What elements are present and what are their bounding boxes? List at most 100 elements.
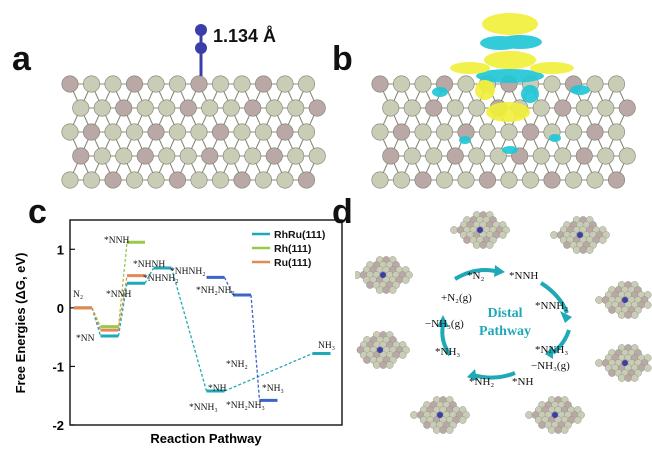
ru-atom: [136, 147, 154, 165]
surface-atom: [560, 426, 569, 434]
ru-atom: [104, 171, 122, 189]
legend-label: Rh(111): [274, 243, 311, 255]
series-2: [74, 274, 145, 332]
rh-atom: [425, 147, 443, 165]
rh-atom: [136, 99, 154, 117]
cycle-label-nh2: *NH₂: [469, 376, 494, 388]
rh-atom: [392, 75, 410, 93]
surface-atom: [439, 426, 447, 434]
connector: [223, 277, 234, 296]
surface-atom: [547, 426, 556, 434]
cycle-label-nnh: *NNH: [509, 270, 538, 282]
surface-clusters: [355, 211, 652, 434]
state-label: *NHNH₂: [143, 274, 179, 284]
adsorbate-cluster: [525, 396, 585, 434]
panel-letter-a: a: [12, 40, 31, 78]
cycle-label-minus-nh3-right: −NH₃(g): [531, 360, 570, 372]
rh-atom: [468, 99, 486, 117]
nitrogen-adsorbate: [437, 412, 443, 418]
rh-atom: [93, 147, 111, 165]
surface-atom: [388, 286, 397, 294]
surface-atom: [525, 411, 533, 419]
surface-atom: [485, 241, 494, 249]
surface-atom: [450, 226, 458, 234]
ru-atom: [212, 123, 230, 141]
panel-d-cycle: Distal Pathway *N₂ *NNH *NNH₂ *NNH₃ −NH₃…: [355, 211, 652, 434]
rh-atom: [618, 147, 636, 165]
surface-atom: [445, 426, 454, 434]
connector: [91, 307, 102, 331]
surface-atom: [398, 351, 407, 359]
rh-atom: [93, 99, 111, 117]
rh-atom: [565, 123, 583, 141]
rh-atom: [500, 123, 518, 141]
nitrogen-atom-bottom: [195, 42, 207, 54]
y-axis-ticks: -2 -1 0 1: [52, 242, 75, 433]
adsorbate-cluster: [355, 256, 413, 294]
rh-atom: [414, 75, 432, 93]
legend-label: RhRu(111): [274, 229, 325, 241]
cycle-center-line1: Distal: [488, 306, 523, 321]
rh-atom: [287, 147, 305, 165]
ru-atom: [371, 75, 389, 93]
surface-atom: [375, 286, 384, 294]
rh-atom: [158, 147, 176, 165]
rh-atom: [212, 75, 230, 93]
rh-atom: [244, 147, 262, 165]
surface-atom: [498, 231, 507, 239]
cycle-label-plus-n2: +N₂(g): [441, 292, 472, 304]
ru-atom: [586, 123, 604, 141]
surface-atom: [410, 411, 418, 419]
rh-atom: [457, 75, 475, 93]
rh-atom: [61, 123, 79, 141]
connector: [117, 275, 128, 331]
rh-atom: [468, 147, 486, 165]
state-label: *NNH: [106, 290, 131, 300]
rh-atom: [457, 171, 475, 189]
ru-atom: [276, 123, 294, 141]
rh-atom: [532, 99, 550, 117]
surface-atom: [382, 286, 391, 294]
panel-letter-b: b: [332, 40, 353, 78]
state-label: *NNH₃: [189, 403, 218, 413]
rh-atom: [608, 123, 626, 141]
ru-atom: [265, 147, 283, 165]
free-energy-chart: -2 -1 0 1 Free Energies (ΔG, eV) Reaction P…: [13, 219, 343, 446]
rh-atom: [436, 171, 454, 189]
surface-atom: [538, 421, 546, 429]
rh-atom: [597, 147, 615, 165]
cycle-center-line2: Pathway: [479, 324, 531, 339]
rh-atom: [436, 123, 454, 141]
ru-atom: [543, 171, 561, 189]
rh-atom: [414, 123, 432, 141]
nitrogen-adsorbate: [377, 347, 383, 353]
surface-atom: [372, 361, 381, 369]
surface-atom: [643, 301, 652, 309]
surface-atom: [432, 426, 441, 434]
adsorbate-cluster: [450, 211, 510, 249]
ru-atom: [446, 147, 464, 165]
nitrogen-adsorbate: [577, 232, 583, 238]
nitrogen-adsorbate: [622, 360, 628, 366]
series-3: [206, 275, 278, 402]
slab-atoms: [61, 75, 326, 189]
rh-atom: [276, 75, 294, 93]
rh-atom: [158, 99, 176, 117]
rh-atom: [586, 171, 604, 189]
rh-atom: [543, 75, 561, 93]
surface-atom: [401, 276, 410, 284]
adsorbate-cluster: [410, 396, 470, 434]
state-label: *NHNH: [133, 260, 165, 270]
ru-atom: [201, 147, 219, 165]
ru-atom: [255, 75, 273, 93]
y-tick-label: 1: [57, 242, 64, 257]
ru-atom: [147, 123, 165, 141]
rh-atom: [169, 75, 187, 93]
ru-atom: [608, 171, 626, 189]
ru-atom: [179, 99, 197, 117]
rh-atom: [190, 171, 208, 189]
cycle-label-nh: *NH: [512, 376, 533, 388]
slab-a: [61, 75, 326, 189]
rh-atom: [575, 99, 593, 117]
surface-atom: [423, 421, 431, 429]
